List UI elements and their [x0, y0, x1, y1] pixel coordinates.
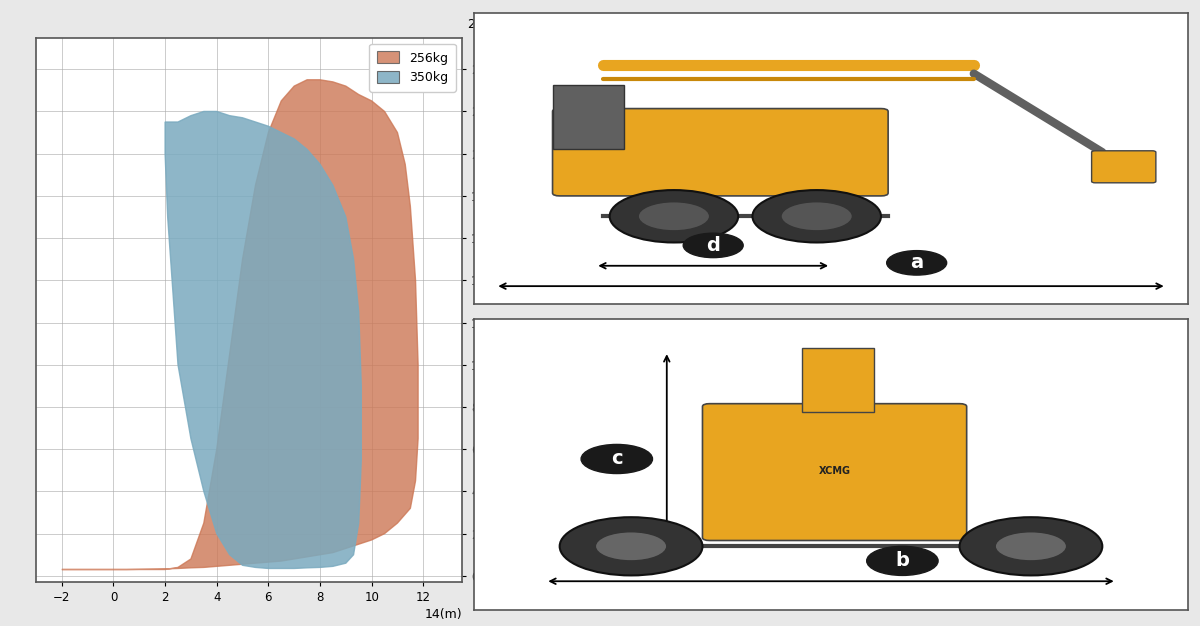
Polygon shape — [166, 111, 361, 568]
FancyBboxPatch shape — [702, 404, 967, 540]
Text: 24(m): 24(m) — [467, 18, 505, 31]
Circle shape — [683, 233, 743, 258]
Circle shape — [638, 202, 709, 231]
FancyBboxPatch shape — [1092, 151, 1156, 183]
Circle shape — [752, 190, 881, 242]
Circle shape — [595, 531, 667, 561]
Circle shape — [995, 531, 1067, 561]
Circle shape — [581, 444, 653, 473]
Text: b: b — [895, 552, 910, 570]
Legend: 256kg, 350kg: 256kg, 350kg — [370, 44, 456, 91]
Circle shape — [559, 517, 702, 575]
Text: c: c — [611, 449, 623, 468]
Circle shape — [781, 202, 852, 231]
FancyBboxPatch shape — [552, 108, 888, 196]
Circle shape — [610, 190, 738, 242]
Polygon shape — [62, 80, 418, 570]
Text: a: a — [910, 254, 923, 272]
Text: XCMG: XCMG — [818, 466, 851, 476]
Circle shape — [960, 517, 1103, 575]
Circle shape — [887, 250, 947, 275]
Circle shape — [866, 546, 938, 575]
Text: d: d — [707, 236, 720, 255]
Text: 14(m): 14(m) — [425, 607, 462, 620]
